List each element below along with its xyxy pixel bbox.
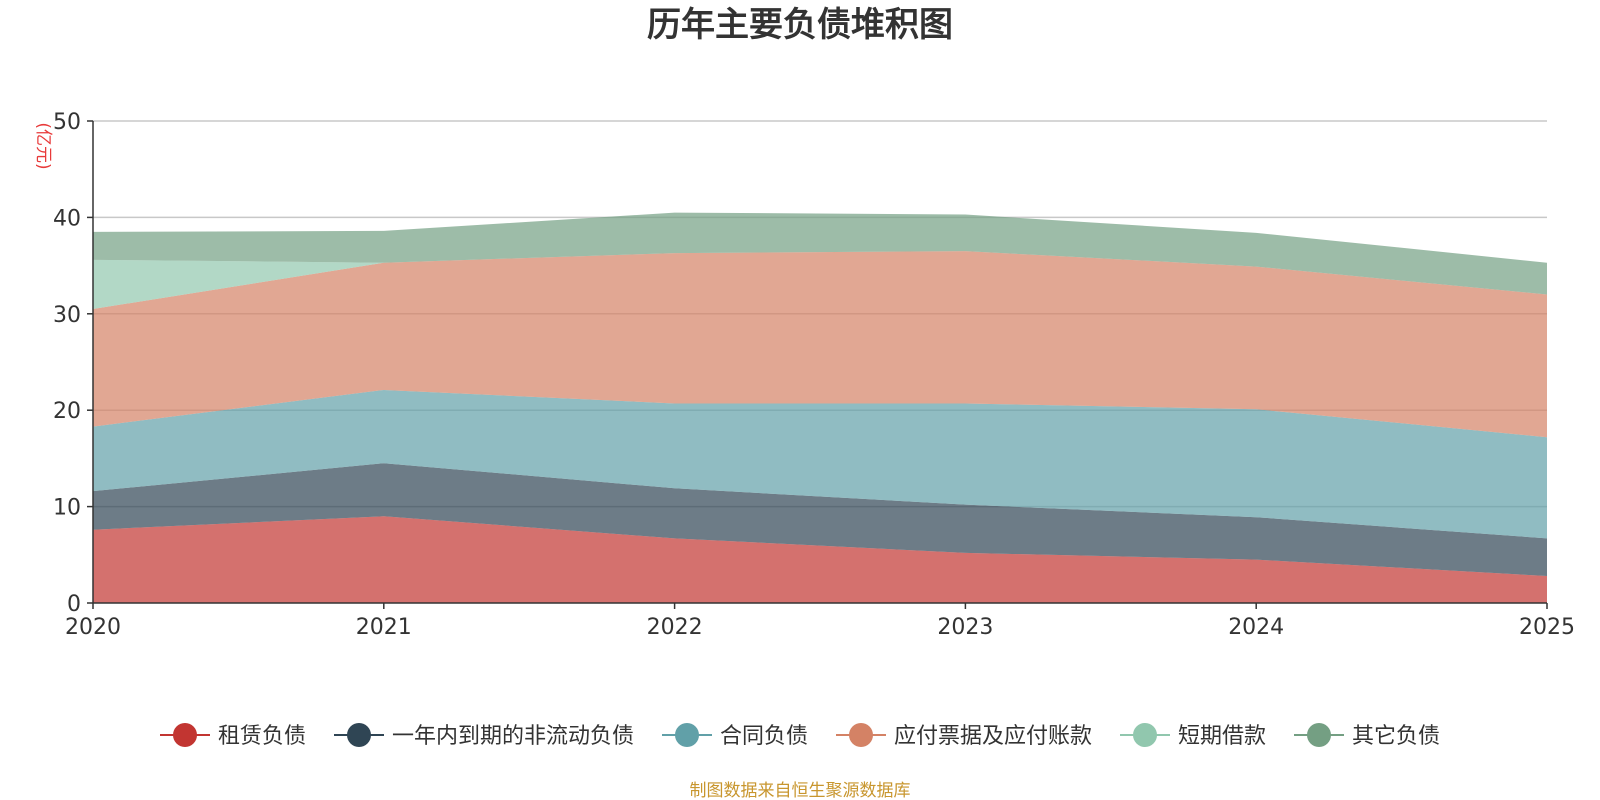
area-series-0[interactable] [93, 516, 1547, 603]
y-tick-label: 10 [53, 496, 81, 521]
x-tick-label: 2022 [647, 615, 703, 640]
y-tick-label: 0 [67, 592, 81, 617]
x-tick-label: 2023 [937, 615, 993, 640]
legend-item-5[interactable]: 其它负债 [1294, 723, 1440, 749]
legend-circle-marker [1133, 723, 1157, 747]
legend-label: 应付票据及应付账款 [894, 724, 1092, 749]
x-tick-label: 2024 [1228, 615, 1284, 640]
legend-label: 租赁负债 [218, 724, 306, 749]
legend-item-4[interactable]: 短期借款 [1120, 723, 1266, 749]
y-tick-label: 30 [53, 303, 81, 328]
y-tick-label: 20 [53, 399, 81, 424]
area-series-layer [93, 212, 1547, 603]
area-series-3[interactable] [93, 251, 1547, 438]
y-tick-label: 50 [53, 110, 81, 135]
x-tick-label: 2021 [356, 615, 412, 640]
legend-label: 短期借款 [1178, 724, 1266, 749]
x-tick-label: 2020 [65, 615, 121, 640]
legend[interactable]: 租赁负债 一年内到期的非流动负债 合同负债 应付票据及应付账款 短期借款 其它负债 [160, 723, 1440, 749]
axes: 0 10 20 30 40 50 2020 2021 2022 2023 2024 2025 [53, 110, 1575, 640]
x-tick-label: 2025 [1519, 615, 1575, 640]
legend-label: 合同负债 [720, 724, 808, 749]
legend-circle-marker [849, 723, 873, 747]
legend-circle-marker [173, 723, 197, 747]
legend-circle-marker [675, 723, 699, 747]
legend-item-0[interactable]: 租赁负债 [160, 723, 306, 749]
area-series-1[interactable] [93, 463, 1547, 577]
y-axis-label: (亿元) [33, 122, 53, 169]
legend-label: 一年内到期的非流动负债 [392, 724, 634, 749]
legend-label: 其它负债 [1352, 724, 1440, 749]
legend-item-2[interactable]: 合同负债 [662, 723, 808, 749]
legend-item-3[interactable]: 应付票据及应付账款 [836, 723, 1092, 749]
legend-circle-marker [1307, 723, 1331, 747]
y-tick-label: 40 [53, 206, 81, 231]
source-note: 制图数据来自恒生聚源数据库 [690, 781, 911, 800]
area-series-5[interactable] [93, 212, 1547, 295]
legend-circle-marker [347, 723, 371, 747]
legend-item-1[interactable]: 一年内到期的非流动负债 [334, 723, 634, 749]
chart-title: 历年主要负债堆积图 [647, 5, 953, 45]
area-series-2[interactable] [93, 389, 1547, 539]
